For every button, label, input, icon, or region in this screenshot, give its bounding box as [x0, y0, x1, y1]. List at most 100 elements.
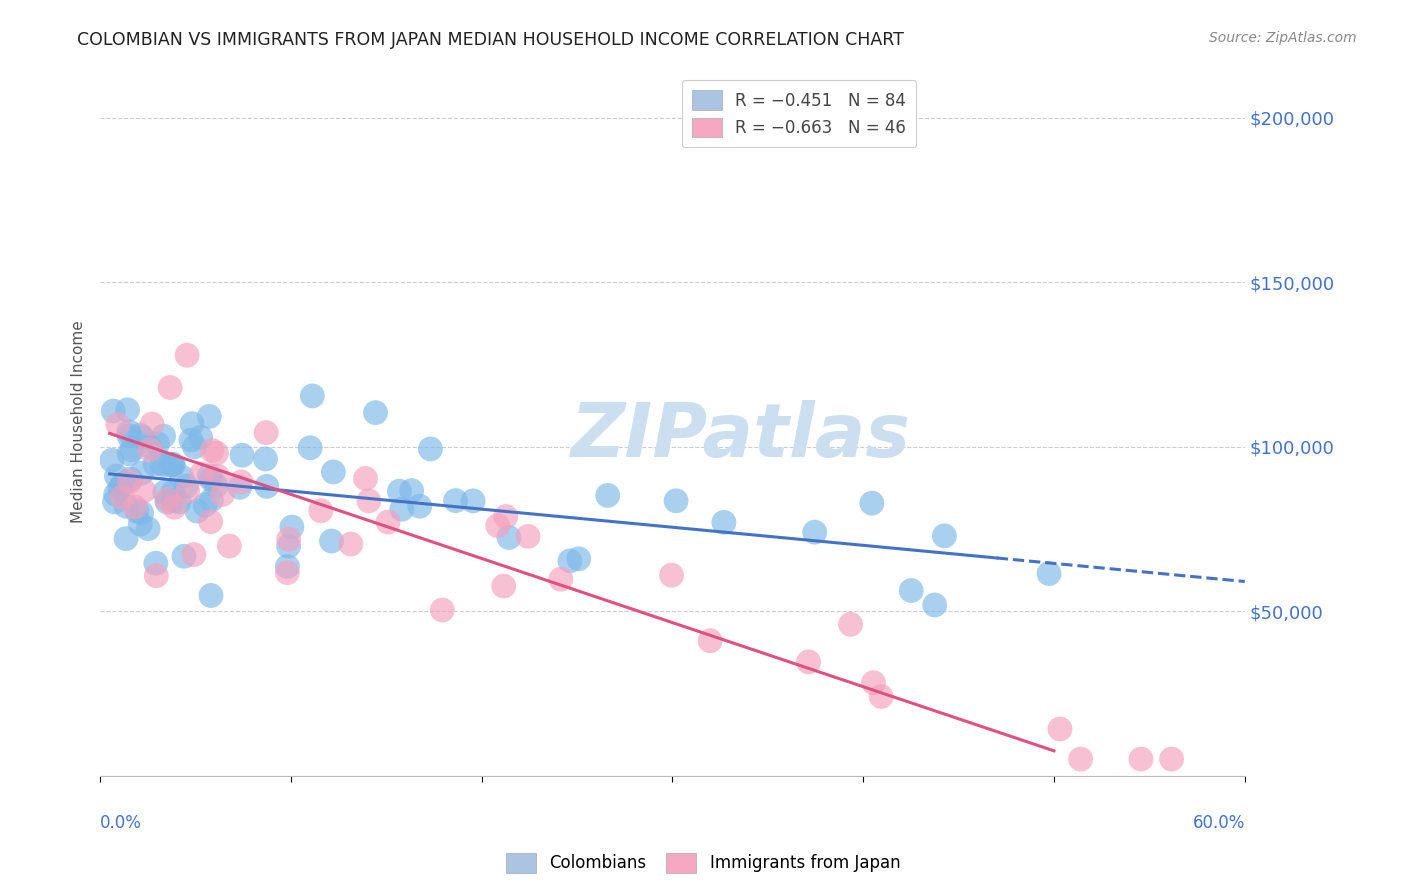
Point	[299, 441, 322, 455]
Point	[665, 493, 688, 508]
Point	[444, 493, 467, 508]
Text: 0.0%: 0.0%	[100, 814, 142, 832]
Point	[105, 469, 128, 483]
Point	[131, 466, 153, 480]
Point	[131, 506, 153, 520]
Point	[107, 417, 129, 432]
Point	[205, 478, 228, 492]
Point	[111, 477, 134, 491]
Point	[183, 548, 205, 562]
Point	[388, 484, 411, 499]
Point	[162, 485, 184, 500]
Point	[177, 484, 200, 499]
Point	[207, 469, 229, 483]
Point	[231, 448, 253, 462]
Point	[183, 440, 205, 454]
Point	[132, 483, 155, 498]
Point	[152, 429, 174, 443]
Point	[205, 446, 228, 460]
Point	[201, 443, 224, 458]
Text: ZIPatlas: ZIPatlas	[571, 400, 911, 473]
Point	[139, 442, 162, 457]
Point	[173, 549, 195, 564]
Point	[200, 493, 222, 508]
Point	[198, 469, 221, 483]
Point	[256, 479, 278, 493]
Point	[141, 417, 163, 431]
Point	[568, 551, 591, 566]
Point	[153, 458, 176, 472]
Point	[661, 568, 683, 582]
Point	[136, 522, 159, 536]
Point	[124, 500, 146, 514]
Point	[550, 572, 572, 586]
Point	[146, 436, 169, 450]
Point	[276, 566, 298, 580]
Point	[115, 500, 138, 514]
Point	[432, 603, 454, 617]
Point	[129, 517, 152, 532]
Point	[713, 516, 735, 530]
Y-axis label: Median Household Income: Median Household Income	[72, 320, 86, 524]
Legend: R = −0.451   N = 84, R = −0.663   N = 46: R = −0.451 N = 84, R = −0.663 N = 46	[682, 80, 915, 147]
Point	[176, 348, 198, 362]
Point	[391, 502, 413, 516]
Point	[101, 453, 124, 467]
Point	[159, 380, 181, 394]
Point	[200, 589, 222, 603]
Point	[276, 559, 298, 574]
Point	[517, 529, 540, 543]
Point	[103, 404, 125, 418]
Point	[254, 425, 277, 440]
Point	[145, 568, 167, 582]
Point	[419, 442, 441, 456]
Point	[1130, 752, 1153, 766]
Point	[129, 428, 152, 442]
Point	[156, 495, 179, 509]
Point	[839, 617, 862, 632]
Point	[153, 485, 176, 500]
Point	[309, 504, 332, 518]
Point	[486, 518, 509, 533]
Point	[558, 554, 581, 568]
Point	[156, 492, 179, 507]
Point	[277, 533, 299, 547]
Point	[322, 465, 344, 479]
Point	[162, 458, 184, 472]
Point	[1049, 722, 1071, 736]
Point	[364, 406, 387, 420]
Point	[181, 417, 204, 431]
Point	[803, 525, 825, 540]
Point	[461, 494, 484, 508]
Point	[281, 520, 304, 534]
Point	[495, 509, 517, 524]
Point	[1038, 566, 1060, 581]
Point	[131, 431, 153, 445]
Point	[1070, 752, 1092, 766]
Point	[401, 483, 423, 498]
Point	[357, 494, 380, 508]
Point	[120, 472, 142, 486]
Point	[176, 479, 198, 493]
Point	[145, 556, 167, 570]
Point	[924, 598, 946, 612]
Point	[211, 487, 233, 501]
Point	[862, 675, 884, 690]
Point	[492, 579, 515, 593]
Point	[860, 496, 883, 510]
Point	[117, 402, 139, 417]
Point	[104, 487, 127, 501]
Point	[108, 481, 131, 495]
Point	[596, 488, 619, 502]
Point	[699, 633, 721, 648]
Point	[121, 442, 143, 457]
Point	[934, 529, 956, 543]
Point	[186, 504, 208, 518]
Point	[115, 532, 138, 546]
Point	[125, 504, 148, 518]
Point	[797, 655, 820, 669]
Point	[870, 690, 893, 704]
Point	[138, 439, 160, 453]
Point	[900, 583, 922, 598]
Text: COLOMBIAN VS IMMIGRANTS FROM JAPAN MEDIAN HOUSEHOLD INCOME CORRELATION CHART: COLOMBIAN VS IMMIGRANTS FROM JAPAN MEDIA…	[77, 31, 904, 49]
